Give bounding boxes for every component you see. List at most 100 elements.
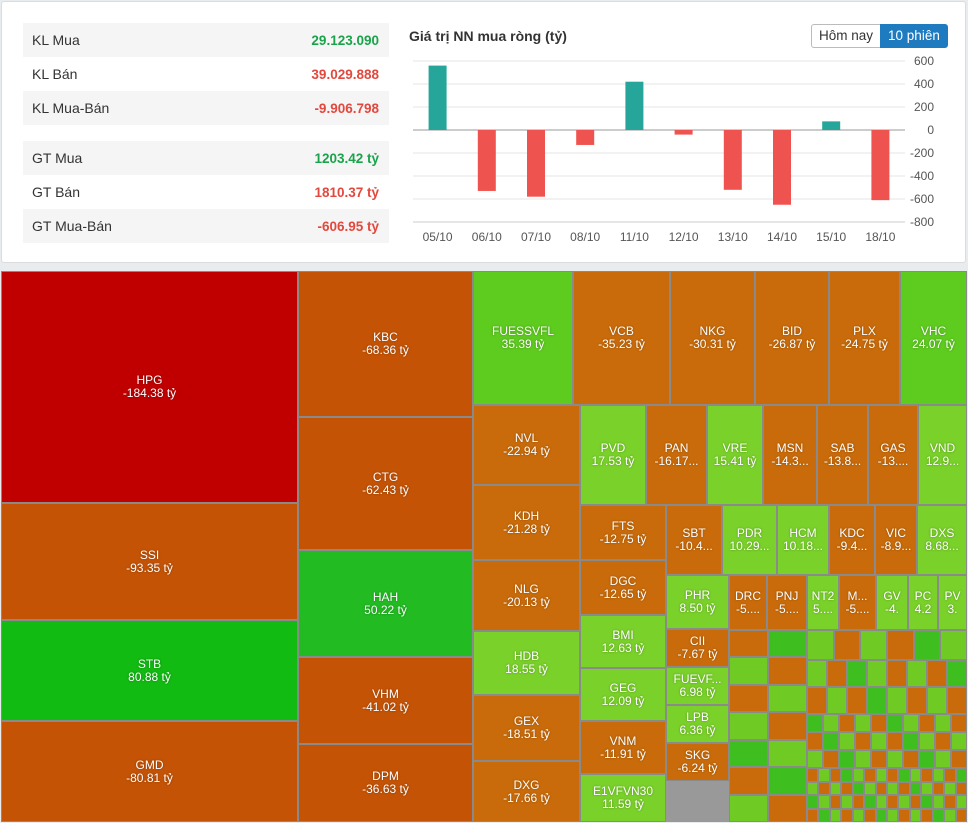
treemap-small-cell[interactable] (847, 687, 867, 714)
treemap-cell-kdh[interactable]: KDH -21.28 tỷ (473, 485, 580, 560)
treemap-small-cell[interactable] (903, 750, 919, 768)
treemap-small-cell[interactable] (829, 795, 842, 809)
treemap-small-cell[interactable] (932, 768, 945, 782)
treemap-cell-ssi[interactable]: SSI -93.35 tỷ (1, 503, 298, 620)
treemap-small-cell[interactable] (729, 739, 768, 768)
treemap-small-cell[interactable] (887, 768, 899, 782)
treemap-small-cell[interactable] (839, 750, 855, 768)
treemap-small-cell[interactable] (944, 768, 956, 782)
treemap-small-cell[interactable] (944, 808, 956, 822)
treemap-small-cell[interactable] (887, 732, 903, 750)
treemap-small-cell[interactable] (768, 739, 807, 768)
treemap-small-cell[interactable] (768, 767, 807, 795)
treemap-small-cell[interactable] (927, 687, 947, 714)
treemap-cell-nkg[interactable]: NKG -30.31 tỷ (670, 271, 755, 405)
treemap-small-cell[interactable] (839, 714, 855, 732)
treemap-small-cell[interactable] (919, 714, 935, 732)
treemap-small-cell[interactable] (847, 660, 867, 687)
treemap-cell-pnj[interactable]: PNJ -5.... (767, 575, 807, 630)
treemap-small-cell[interactable] (852, 768, 865, 782)
treemap-small-cell[interactable] (818, 781, 830, 795)
treemap-cell-vhm[interactable]: VHM -41.02 tỷ (298, 657, 473, 744)
treemap-cell-m[interactable]: M... -5.... (839, 575, 876, 630)
treemap-small-cell[interactable] (807, 750, 823, 768)
treemap-cell-hcm[interactable]: HCM 10.18... (777, 505, 829, 575)
treemap-cell-pv[interactable]: PV 3. (938, 575, 967, 630)
treemap-cell-fuevf[interactable]: FUEVF... 6.98 tỷ (666, 667, 729, 705)
treemap-cell-bid[interactable]: BID -26.87 tỷ (755, 271, 829, 405)
treemap-small-cell[interactable] (927, 660, 947, 687)
treemap-small-cell[interactable] (855, 714, 871, 732)
treemap-small-cell[interactable] (768, 794, 807, 822)
treemap-cell-vic[interactable]: VIC -8.9... (875, 505, 917, 575)
treemap-small-cell[interactable] (729, 657, 768, 685)
treemap-small-cell[interactable] (887, 687, 907, 714)
treemap-small-cell[interactable] (932, 808, 945, 822)
treemap-cell-pvd[interactable]: PVD 17.53 tỷ (580, 405, 646, 505)
treemap-small-cell[interactable] (864, 768, 876, 782)
treemap-cell-pc[interactable]: PC 4.2 (908, 575, 938, 630)
treemap-small-cell[interactable] (955, 808, 967, 822)
treemap-small-cell[interactable] (729, 630, 768, 658)
treemap-small-cell[interactable] (887, 660, 907, 687)
treemap-small-cell[interactable] (729, 712, 768, 740)
treemap-cell-ctg[interactable]: CTG -62.43 tỷ (298, 417, 473, 550)
treemap-cell-nvl[interactable]: NVL -22.94 tỷ (473, 405, 580, 485)
treemap-cell-fuessvfl[interactable]: FUESSVFL 35.39 tỷ (473, 271, 573, 405)
ten-sessions-button[interactable]: 10 phiên (880, 24, 948, 48)
treemap-cell-sab[interactable]: SAB -13.8... (817, 405, 868, 505)
treemap-small-cell[interactable] (955, 795, 967, 809)
treemap-small-cell[interactable] (823, 750, 839, 768)
treemap-small-cell[interactable] (829, 808, 842, 822)
treemap-cell-e1vfvn30[interactable]: E1VFVN30 11.59 tỷ (580, 774, 666, 822)
treemap-small-cell[interactable] (864, 781, 876, 795)
treemap-small-cell[interactable] (875, 795, 887, 809)
treemap-small-cell[interactable] (907, 660, 927, 687)
treemap-cell-skg[interactable]: SKG -6.24 tỷ (666, 743, 729, 781)
treemap-small-cell[interactable] (875, 781, 887, 795)
treemap-small-cell[interactable] (875, 808, 887, 822)
treemap-small-cell[interactable] (898, 768, 910, 782)
treemap-cell-vcb[interactable]: VCB -35.23 tỷ (573, 271, 670, 405)
treemap-small-cell[interactable] (951, 732, 967, 750)
treemap-cell-pan[interactable]: PAN -16.17... (646, 405, 707, 505)
treemap-cell-lpb[interactable]: LPB 6.36 tỷ (666, 705, 729, 743)
treemap-small-cell[interactable] (903, 714, 919, 732)
treemap-small-cell[interactable] (807, 781, 819, 795)
treemap-cell-dpm[interactable]: DPM -36.63 tỷ (298, 744, 473, 822)
treemap-small-cell[interactable] (818, 768, 830, 782)
treemap-small-cell[interactable] (855, 732, 871, 750)
treemap-cell-hah[interactable]: HAH 50.22 tỷ (298, 550, 473, 657)
treemap-small-cell[interactable] (921, 795, 933, 809)
treemap-small-cell[interactable] (864, 808, 876, 822)
treemap-small-cell[interactable] (768, 712, 807, 740)
treemap-small-cell[interactable] (807, 660, 827, 687)
treemap-small-cell[interactable] (829, 781, 842, 795)
treemap-small-cell[interactable] (818, 795, 830, 809)
treemap-cell-kdc[interactable]: KDC -9.4... (829, 505, 875, 575)
treemap-small-cell[interactable] (867, 660, 887, 687)
treemap-cell-hpg[interactable]: HPG -184.38 tỷ (1, 271, 298, 503)
treemap-small-cell[interactable] (955, 781, 967, 795)
treemap-small-cell[interactable] (951, 750, 967, 768)
treemap-small-cell[interactable] (944, 795, 956, 809)
treemap-small-cell[interactable] (887, 795, 899, 809)
treemap-small-cell[interactable] (921, 768, 933, 782)
treemap-small-cell[interactable] (887, 630, 914, 660)
treemap-cell-vre[interactable]: VRE 15.41 tỷ (707, 405, 763, 505)
treemap-small-cell[interactable] (898, 808, 910, 822)
treemap-small-cell[interactable] (823, 732, 839, 750)
treemap-small-cell[interactable] (919, 732, 935, 750)
treemap-small-cell[interactable] (903, 732, 919, 750)
treemap-small-cell[interactable] (887, 750, 903, 768)
treemap-cell-gmd[interactable]: GMD -80.81 tỷ (1, 721, 298, 822)
treemap-small-cell[interactable] (932, 781, 945, 795)
treemap-cell-kbc[interactable]: KBC -68.36 tỷ (298, 271, 473, 417)
treemap-cell-msn[interactable]: MSN -14.3... (763, 405, 817, 505)
treemap-small-cell[interactable] (852, 808, 865, 822)
treemap-small-cell[interactable] (919, 750, 935, 768)
treemap-small-cell[interactable] (807, 714, 823, 732)
treemap-cell-stb[interactable]: STB 80.88 tỷ (1, 620, 298, 721)
treemap-small-cell[interactable] (829, 768, 842, 782)
treemap-small-cell[interactable] (887, 808, 899, 822)
